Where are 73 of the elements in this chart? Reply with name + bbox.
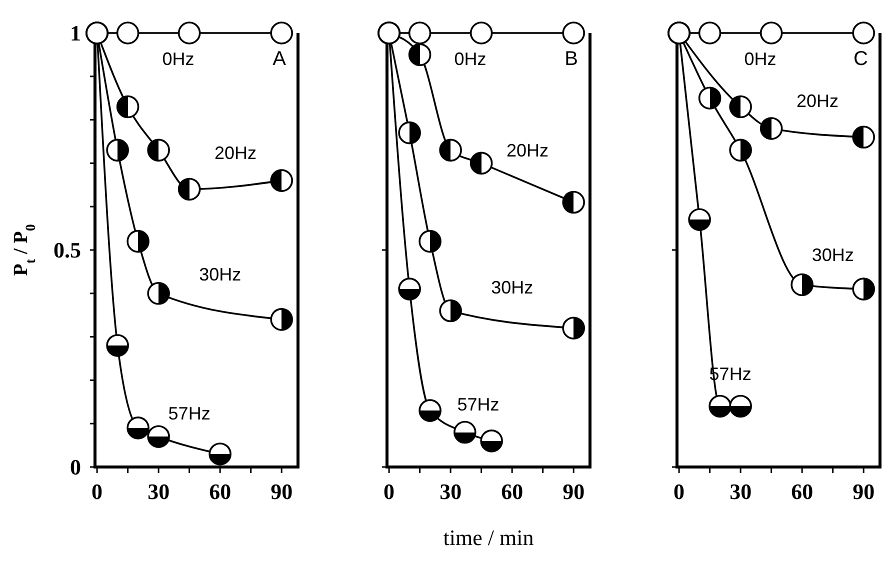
x-tick-label: 90 bbox=[270, 479, 293, 504]
x-axis-title: time / min bbox=[443, 525, 534, 550]
point bbox=[270, 308, 293, 331]
point bbox=[126, 416, 150, 440]
x-tick-label: 60 bbox=[501, 479, 524, 504]
series-label: 30Hz bbox=[199, 264, 242, 284]
point bbox=[729, 95, 752, 118]
point bbox=[688, 208, 711, 232]
point bbox=[126, 230, 150, 253]
point bbox=[852, 278, 875, 300]
point bbox=[408, 22, 432, 44]
x-tick-label: 30 bbox=[148, 479, 170, 504]
point bbox=[178, 22, 201, 44]
point bbox=[698, 22, 722, 44]
point bbox=[760, 117, 783, 140]
series-label: 57Hz bbox=[457, 394, 500, 415]
point bbox=[178, 178, 201, 201]
series-label: 20Hz bbox=[214, 142, 256, 163]
point bbox=[760, 22, 783, 44]
point bbox=[729, 138, 752, 162]
point bbox=[398, 121, 421, 144]
point bbox=[729, 394, 752, 418]
point bbox=[106, 138, 129, 162]
point bbox=[708, 394, 732, 418]
point bbox=[470, 152, 493, 175]
annotation: A bbox=[272, 48, 287, 70]
point bbox=[116, 22, 140, 44]
y-tick-label: 0 bbox=[70, 454, 81, 480]
point bbox=[698, 86, 722, 110]
point bbox=[147, 425, 170, 448]
point bbox=[562, 316, 585, 340]
point bbox=[398, 278, 421, 300]
annotation: C bbox=[854, 48, 868, 70]
x-tick-label: 0 bbox=[674, 479, 685, 504]
point bbox=[454, 420, 476, 444]
point bbox=[852, 22, 875, 44]
point bbox=[270, 22, 293, 44]
series-label: 30Hz bbox=[491, 277, 534, 298]
point bbox=[147, 138, 170, 162]
point bbox=[790, 273, 814, 296]
series-label: 20Hz bbox=[796, 90, 838, 111]
series-label: 30Hz bbox=[812, 244, 854, 265]
x-tick-label: 90 bbox=[852, 479, 875, 504]
point bbox=[270, 169, 293, 192]
point bbox=[208, 442, 232, 466]
y-tick-label: 1 bbox=[70, 20, 81, 46]
point bbox=[116, 95, 140, 118]
point bbox=[470, 22, 493, 44]
x-tick-label: 60 bbox=[209, 479, 232, 504]
series-label: 20Hz bbox=[506, 140, 548, 161]
x-tick-label: 0 bbox=[384, 479, 395, 504]
annotation: B bbox=[564, 48, 578, 70]
x-tick-label: 60 bbox=[791, 479, 814, 504]
point bbox=[439, 299, 462, 322]
series-label: 0Hz bbox=[454, 49, 486, 69]
point bbox=[418, 399, 442, 422]
series-label: 0Hz bbox=[162, 49, 194, 69]
point bbox=[147, 282, 170, 305]
series-label: 0Hz bbox=[744, 49, 776, 69]
series-label: 57Hz bbox=[168, 403, 210, 424]
x-tick-label: 30 bbox=[730, 479, 752, 504]
x-tick-label: 30 bbox=[440, 479, 462, 504]
point bbox=[480, 430, 503, 452]
point bbox=[562, 22, 585, 44]
point bbox=[418, 230, 442, 253]
x-tick-label: 0 bbox=[92, 479, 103, 504]
point bbox=[562, 190, 585, 214]
point bbox=[439, 138, 462, 162]
x-tick-label: 90 bbox=[562, 479, 585, 504]
y-tick-label: 0.5 bbox=[54, 238, 81, 263]
point bbox=[106, 334, 129, 357]
point bbox=[852, 126, 875, 149]
point bbox=[408, 43, 432, 66]
